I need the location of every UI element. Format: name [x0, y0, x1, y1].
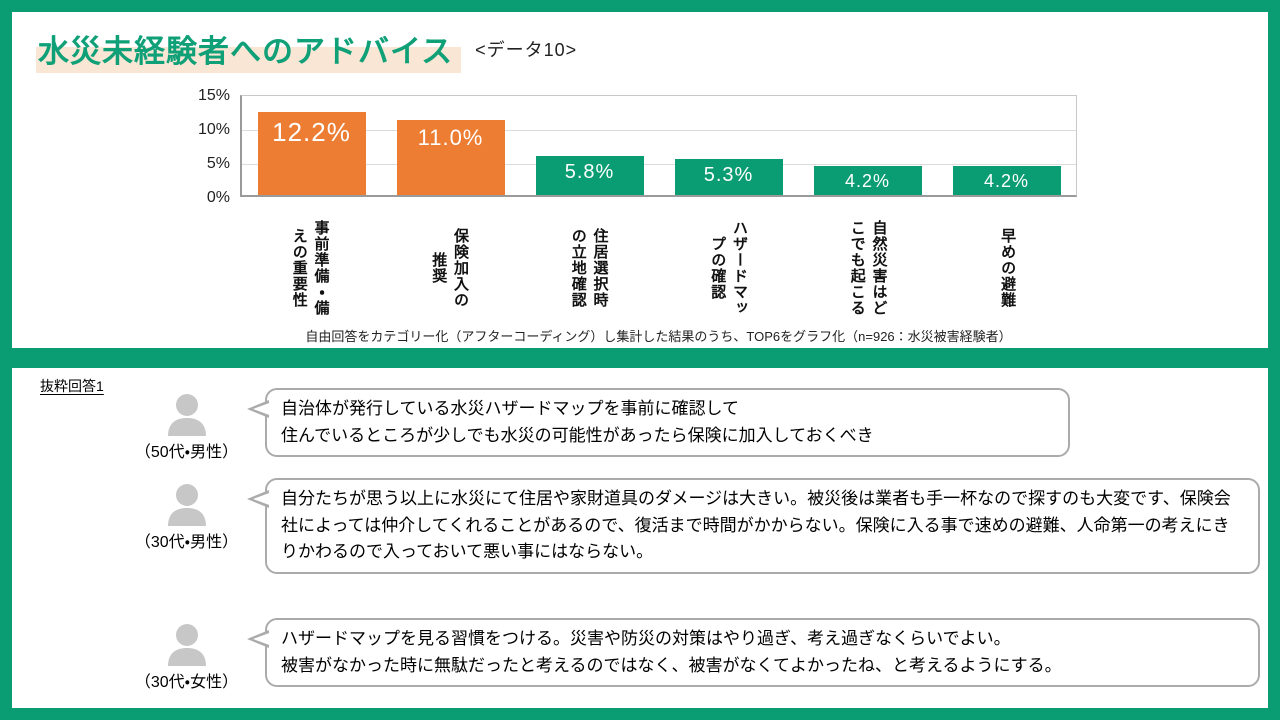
bar-value-label: 11.0%	[417, 125, 484, 150]
testimonial-row: （30代・女性） ハザードマップを見る習慣をつける。災害や防災の対策はやり過ぎ、…	[108, 618, 1260, 692]
y-tick-0: 0%	[206, 189, 230, 206]
bar-slot: 5.3%	[659, 93, 798, 195]
speaker-label: （50代・男性）	[134, 444, 239, 461]
bar-0: 12.2%	[257, 112, 366, 195]
bar-slot: 5.8%	[520, 93, 659, 195]
chart-panel: 水災未経験者へのアドバイス <データ10> 15% 10% 5% 0% 12.2…	[12, 12, 1268, 348]
speaker-column: （30代・女性）	[108, 624, 265, 692]
gridline-5pct	[242, 164, 1076, 165]
category-slot: 早めの避難	[938, 208, 1078, 330]
bar-5: 4.2%	[952, 166, 1061, 195]
person-icon	[167, 484, 206, 526]
speech-bubble: 自分たちが思う以上に水災にて住居や家財道具のダメージは大きい。被災後は業者も手一…	[247, 478, 1260, 574]
category-label: 保険加入の 推奨	[430, 228, 469, 308]
speaker-label: （30代・女性）	[134, 674, 239, 691]
bar-value-label: 5.8%	[564, 161, 615, 183]
plot-area: 12.2% 11.0% 5.8% 5.3% 4.2% 4.2%	[240, 95, 1077, 197]
excerpt-panel: 抜粋回答1 （50代・男性） 自治体が発行している水災ハザードマップを事前に確認…	[12, 368, 1268, 708]
speaker-label: （30代・男性）	[134, 534, 239, 551]
y-tick-5: 5%	[206, 155, 230, 172]
category-slot: 自然災害はど こでも起こる	[798, 208, 938, 330]
chart-footnote: 自由回答をカテゴリー化（アフターコーディング）し集計した結果のうち、TOP6をグ…	[305, 329, 1012, 344]
speaker-column: （50代・男性）	[108, 394, 265, 462]
category-slot: 住居選択時 の立地確認	[519, 208, 659, 330]
bar-slot: 4.2%	[798, 93, 937, 195]
category-slot: 事前準備・備 えの重要性	[240, 208, 380, 330]
data-number-tag: <データ10>	[475, 40, 578, 60]
person-icon	[167, 624, 206, 666]
category-label: ハザードマッ プの確認	[709, 220, 748, 316]
bar-value-label: 5.3%	[703, 164, 754, 186]
category-row: 事前準備・備 えの重要性 保険加入の 推奨 住居選択時 の立地確認 ハザードマッ プの…	[240, 208, 1077, 330]
category-slot: ハザードマッ プの確認	[659, 208, 799, 330]
category-label: 住居選択時 の立地確認	[569, 228, 609, 308]
category-label: 自然災害はど こでも起こる	[848, 220, 888, 316]
excerpt-heading: 抜粋回答1	[40, 378, 104, 394]
gridline-10pct	[242, 130, 1076, 131]
bar-slot: 11.0%	[381, 93, 520, 195]
title-row: 水災未経験者へのアドバイス <データ10>	[36, 26, 577, 73]
speaker-column: （30代・男性）	[108, 484, 265, 552]
bar-3: 5.3%	[674, 159, 783, 195]
bar-2: 5.8%	[535, 156, 644, 195]
page-title: 水災未経験者へのアドバイス	[36, 26, 462, 73]
bar-value-label: 4.2%	[844, 171, 891, 191]
speech-bubble: 自治体が発行している水災ハザードマップを事前に確認して 住んでいるところが少しで…	[247, 388, 1070, 458]
speech-bubble: ハザードマップを見る習慣をつける。災害や防災の対策はやり過ぎ、考え過ぎなくらいで…	[247, 618, 1260, 688]
bar-value-label: 4.2%	[983, 171, 1030, 191]
bar-1: 11.0%	[396, 120, 505, 195]
category-slot: 保険加入の 推奨	[380, 208, 520, 330]
bar-slot: 4.2%	[937, 93, 1076, 195]
category-label: 早めの避難	[999, 228, 1017, 308]
bar-4: 4.2%	[813, 166, 922, 195]
bars-row: 12.2% 11.0% 5.8% 5.3% 4.2% 4.2%	[242, 93, 1076, 195]
category-label: 事前準備・備 えの重要性	[290, 220, 330, 316]
y-tick-15: 15%	[197, 87, 230, 104]
testimonial-row: （50代・男性） 自治体が発行している水災ハザードマップを事前に確認して 住んで…	[108, 388, 1260, 462]
bar-slot: 12.2%	[242, 93, 381, 195]
bar-value-label: 12.2%	[272, 117, 351, 147]
y-axis: 15% 10% 5% 0%	[152, 88, 230, 206]
person-icon	[167, 394, 206, 436]
testimonial-row: （30代・男性） 自分たちが思う以上に水災にて住居や家財道具のダメージは大きい。…	[108, 478, 1260, 574]
y-tick-10: 10%	[197, 121, 230, 138]
